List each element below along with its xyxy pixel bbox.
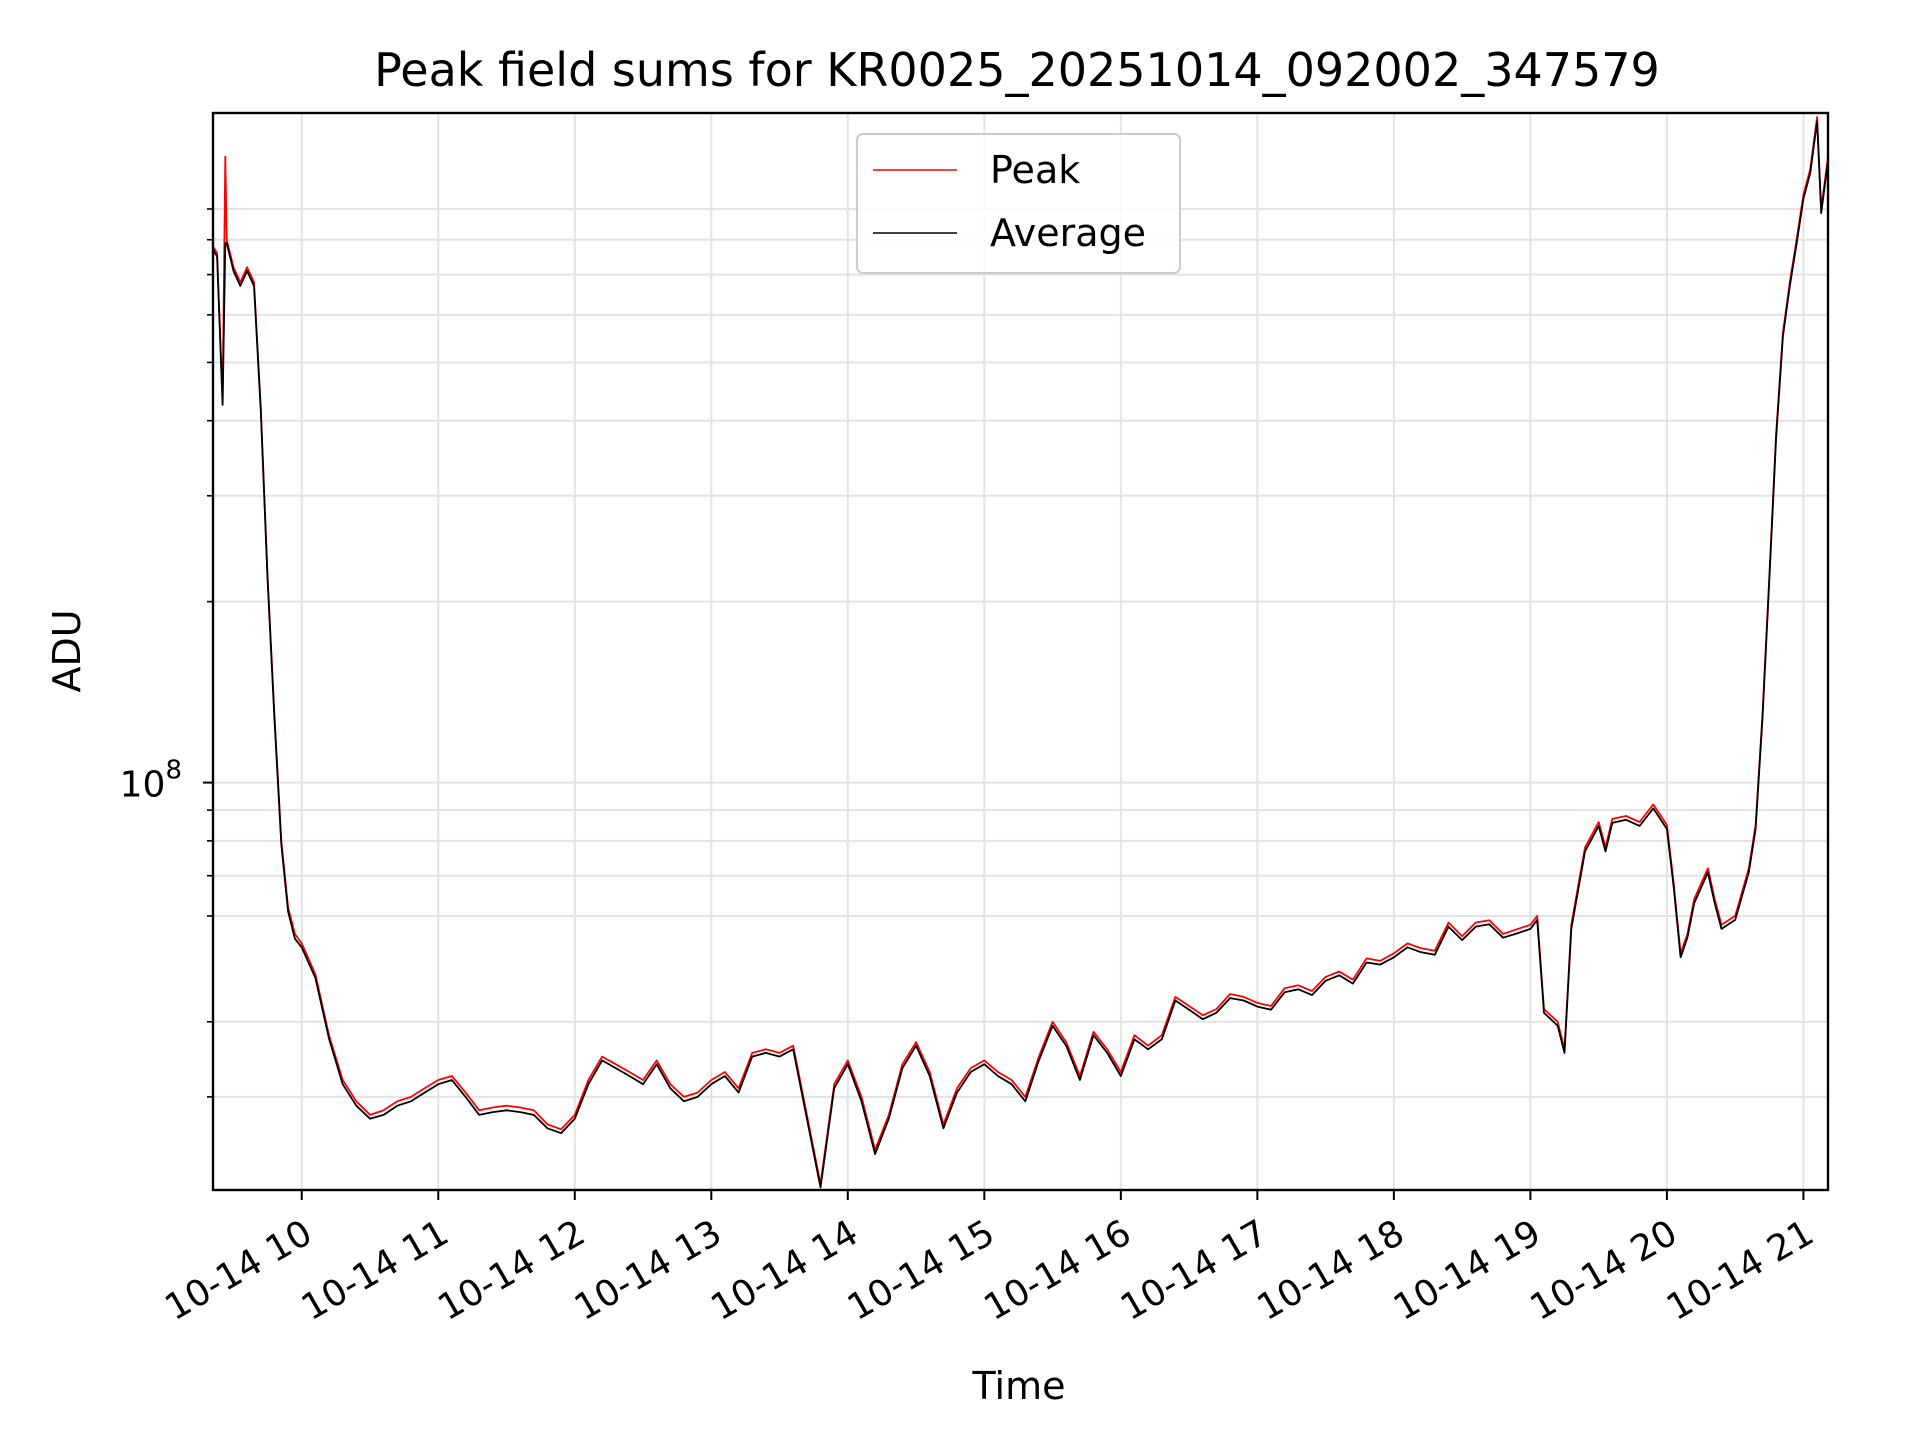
- series-line-peak: [212, 116, 1829, 1185]
- y-axis: 108: [120, 208, 213, 1098]
- chart-title: Peak field sums for KR0025_20251014_0920…: [374, 43, 1660, 97]
- legend-label-peak: Peak: [990, 148, 1080, 192]
- y-axis-label: ADU: [45, 609, 89, 692]
- x-axis-label: Time: [972, 1364, 1066, 1408]
- plot-frame: [211, 111, 1830, 1192]
- legend-box: [856, 133, 1181, 274]
- y-tick-base: 10: [120, 765, 166, 806]
- legend-label-average: Average: [990, 211, 1146, 255]
- y-tick-label: 108: [120, 756, 182, 806]
- series-group: [212, 116, 1829, 1189]
- grid: [213, 113, 1828, 1190]
- y-tick-exponent: 8: [165, 756, 182, 786]
- series-line-average: [212, 120, 1829, 1189]
- legend: Peak Average: [856, 133, 1181, 274]
